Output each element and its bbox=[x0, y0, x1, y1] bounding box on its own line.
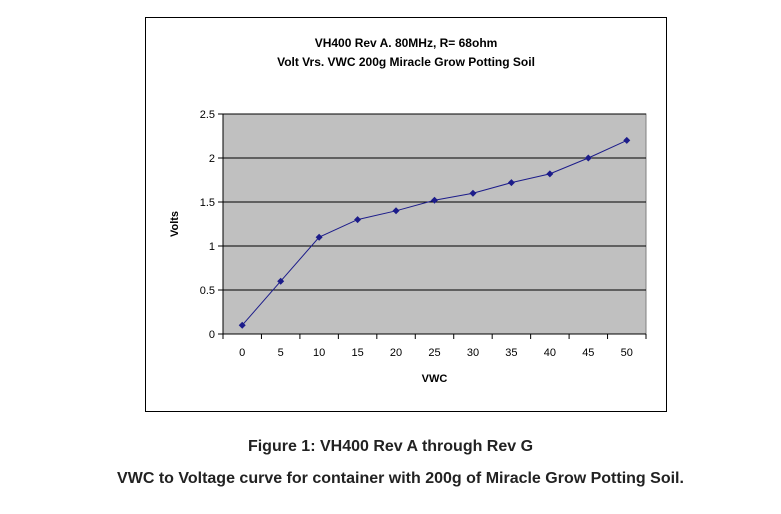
x-tick-label-10: 50 bbox=[621, 347, 633, 359]
chart-title-line-1: VH400 Rev A. 80MHz, R= 68ohm bbox=[315, 36, 498, 50]
x-tick-label-9: 45 bbox=[582, 347, 594, 359]
data-point-2 bbox=[315, 233, 323, 241]
figure-caption-title: Figure 1: VH400 Rev A through Rev G bbox=[247, 438, 534, 455]
data-point-6 bbox=[469, 189, 477, 197]
x-tick-label-6: 30 bbox=[467, 347, 479, 359]
data-point-0 bbox=[238, 321, 246, 329]
x-tick-label-8: 40 bbox=[544, 347, 556, 359]
x-tick-label-2: 10 bbox=[313, 347, 325, 359]
chart-frame: VH400 Rev A. 80MHz, R= 68ohm Volt Vrs. V… bbox=[145, 17, 667, 412]
y-tick-label-0: 0 bbox=[209, 329, 215, 341]
y-tick-label-5: 2.5 bbox=[200, 109, 215, 121]
y-tick-label-2: 1 bbox=[209, 241, 215, 253]
x-tick-label-4: 20 bbox=[390, 347, 402, 359]
x-tick-label-0: 0 bbox=[239, 347, 245, 359]
tick-labels: 0 0.5 1 1.5 2 2.5 0 5 10 15 20 25 30 35 40 45 50 bbox=[200, 109, 633, 359]
y-tick-label-1: 0.5 bbox=[200, 285, 215, 297]
data-point-4 bbox=[392, 207, 400, 215]
data-point-9 bbox=[584, 154, 592, 162]
data-point-7 bbox=[507, 179, 515, 187]
plot-area bbox=[222, 113, 647, 335]
data-point-3 bbox=[354, 216, 362, 224]
chart-title-line-2: Volt Vrs. VWC 200g Miracle Grow Potting … bbox=[277, 55, 535, 69]
y-tick-label-4: 2 bbox=[209, 153, 215, 165]
x-tick-label-1: 5 bbox=[278, 347, 284, 359]
figure-caption-subtitle: VWC to Voltage curve for container with … bbox=[117, 470, 684, 487]
axes bbox=[218, 113, 647, 339]
x-tick-label-3: 15 bbox=[351, 347, 363, 359]
x-axis-label: VWC bbox=[422, 373, 448, 385]
data-point-10 bbox=[623, 136, 631, 144]
y-axis-label: Volts bbox=[169, 211, 181, 237]
data-markers bbox=[238, 136, 631, 329]
data-point-5 bbox=[431, 196, 438, 204]
x-tick-label-7: 35 bbox=[505, 347, 517, 359]
y-tick-label-3: 1.5 bbox=[200, 197, 215, 209]
data-point-8 bbox=[546, 170, 554, 178]
vwc-voltage-chart: VH400 Rev A. 80MHz, R= 68ohm Volt Vrs. V… bbox=[169, 36, 647, 385]
data-point-1 bbox=[277, 277, 285, 285]
x-tick-label-5: 25 bbox=[428, 347, 440, 359]
